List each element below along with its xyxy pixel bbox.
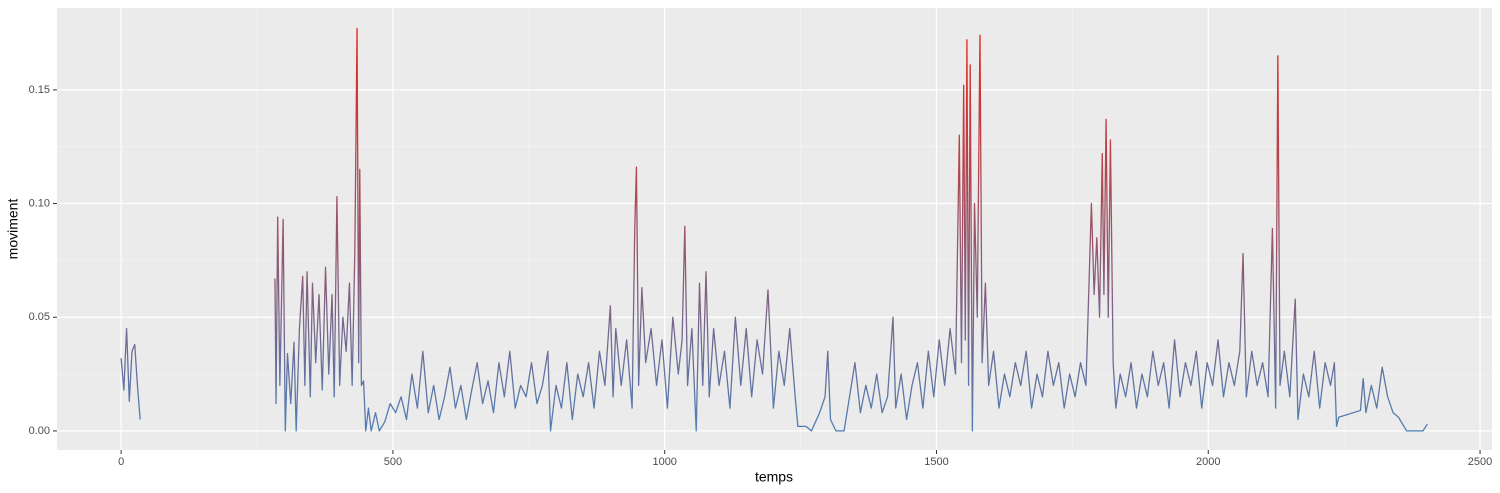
x-tick-label: 500 [384, 456, 402, 468]
x-axis-title: temps [755, 469, 793, 485]
x-tick-label: 2000 [1196, 456, 1220, 468]
y-tick-label: 0.15 [29, 84, 50, 96]
x-tick-label: 1000 [652, 456, 676, 468]
y-tick-label: 0.10 [29, 197, 50, 209]
y-tick-label: 0.00 [29, 425, 50, 437]
x-tick-label: 0 [118, 456, 124, 468]
panel [57, 8, 1492, 450]
y-axis-title: moviment [5, 199, 21, 260]
x-tick-label: 2500 [1468, 456, 1492, 468]
x-tick-label: 1500 [924, 456, 948, 468]
line [120, 27, 1428, 432]
y-tick-label: 0.05 [29, 311, 50, 323]
